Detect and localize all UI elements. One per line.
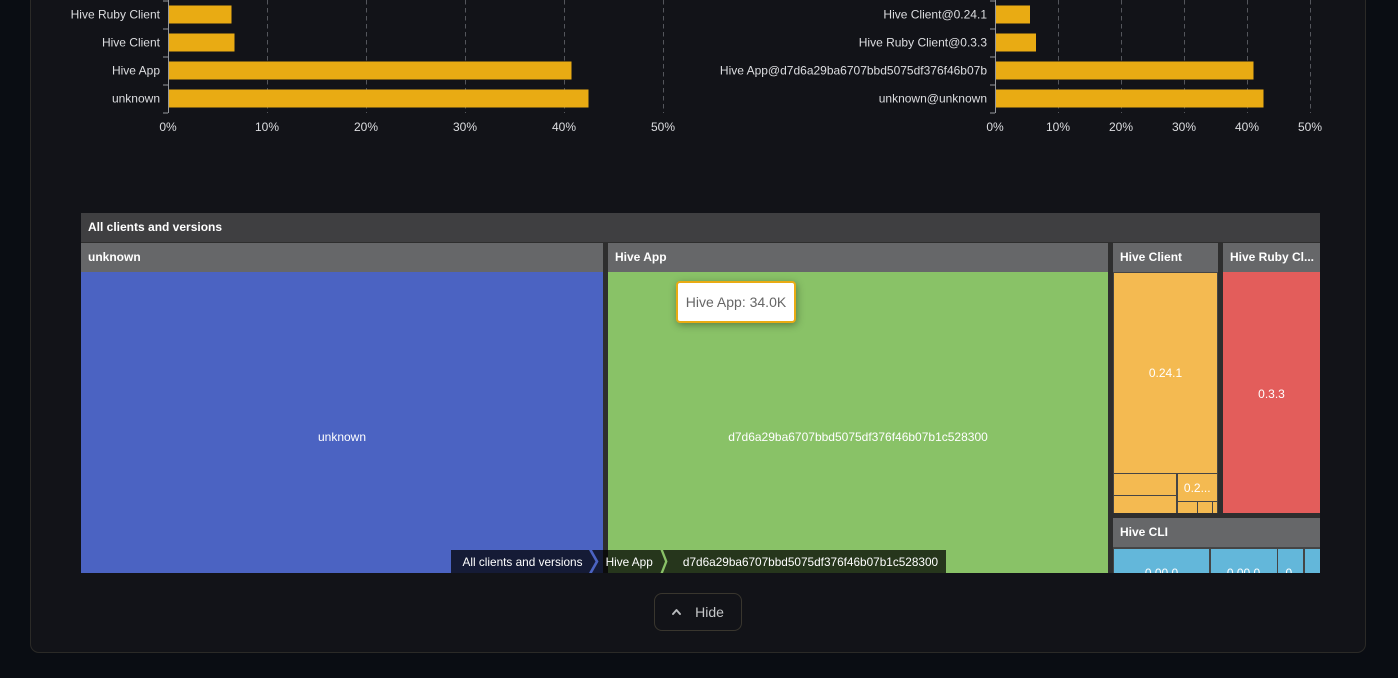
svg-text:30%: 30%: [1172, 120, 1196, 134]
svg-text:10%: 10%: [1046, 120, 1070, 134]
svg-text:Hive App: Hive App: [112, 64, 160, 78]
svg-text:50%: 50%: [1298, 120, 1322, 134]
svg-text:20%: 20%: [354, 120, 378, 134]
svg-text:50%: 50%: [651, 120, 675, 134]
svg-text:Hive Client: Hive Client: [102, 36, 161, 50]
svg-text:0%: 0%: [159, 120, 177, 134]
svg-text:unknown@unknown: unknown@unknown: [879, 92, 987, 106]
svg-text:unknown: unknown: [112, 92, 160, 106]
svg-text:Hive Ruby Client@0.3.3: Hive Ruby Client@0.3.3: [859, 36, 988, 50]
svg-text:Hive Client@0.24.1: Hive Client@0.24.1: [883, 8, 987, 22]
svg-text:40%: 40%: [552, 120, 576, 134]
svg-text:10%: 10%: [255, 120, 279, 134]
svg-text:20%: 20%: [1109, 120, 1133, 134]
svg-text:Hive App@d7d6a29ba6707bbd5075d: Hive App@d7d6a29ba6707bbd5075df376f46b07…: [720, 64, 987, 78]
svg-text:40%: 40%: [1235, 120, 1259, 134]
svg-text:0%: 0%: [986, 120, 1004, 134]
svg-text:Hive Ruby Client: Hive Ruby Client: [71, 8, 161, 22]
svg-text:30%: 30%: [453, 120, 477, 134]
